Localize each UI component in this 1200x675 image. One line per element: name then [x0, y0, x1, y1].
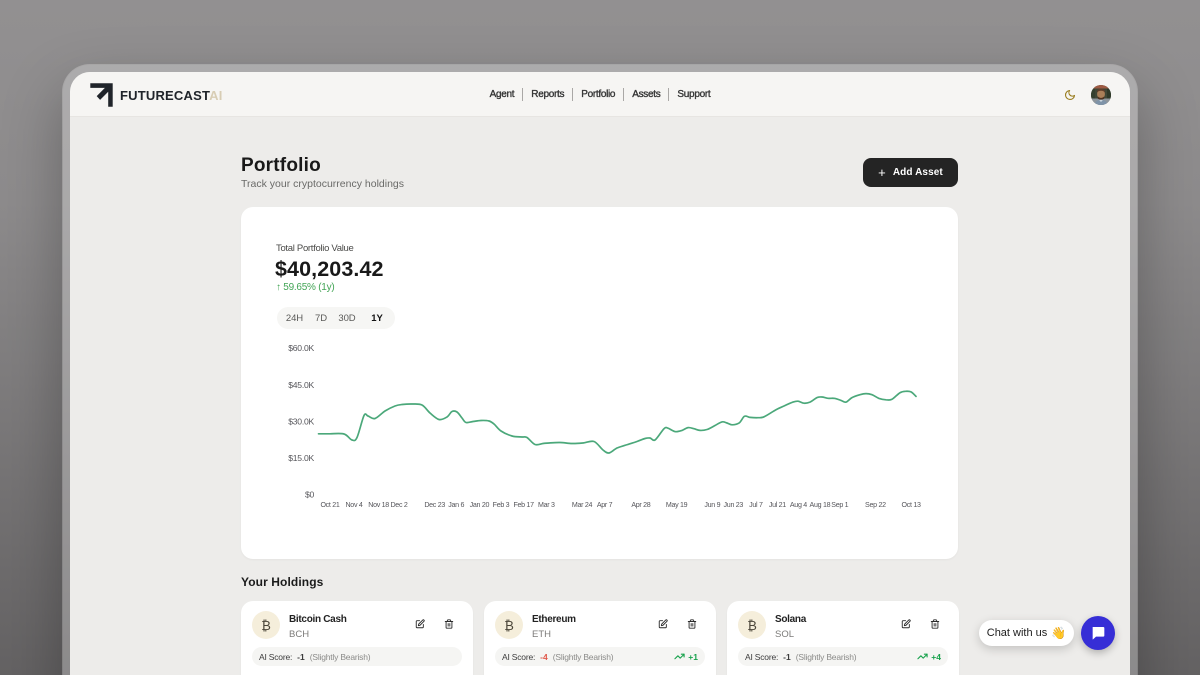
svg-text:Jul 21: Jul 21 — [769, 501, 786, 509]
svg-text:Mar 3: Mar 3 — [538, 501, 555, 509]
svg-text:Nov 18: Nov 18 — [368, 501, 389, 509]
svg-text:Jul 7: Jul 7 — [749, 501, 763, 509]
svg-text:Aug 4: Aug 4 — [790, 501, 807, 509]
svg-text:Apr 7: Apr 7 — [597, 501, 613, 509]
svg-text:Apr 28: Apr 28 — [631, 501, 650, 509]
svg-text:Oct 21: Oct 21 — [320, 501, 339, 509]
svg-text:Feb 17: Feb 17 — [513, 501, 534, 509]
svg-text:$60.0K: $60.0K — [288, 343, 314, 353]
svg-text:Sep 22: Sep 22 — [865, 501, 886, 509]
svg-text:Jan 20: Jan 20 — [470, 501, 490, 509]
svg-text:Nov 4: Nov 4 — [345, 501, 362, 509]
svg-text:Oct 13: Oct 13 — [902, 501, 921, 509]
svg-text:Feb 3: Feb 3 — [493, 501, 510, 509]
svg-text:Jun 9: Jun 9 — [704, 501, 720, 509]
svg-text:Jan 6: Jan 6 — [448, 501, 464, 509]
svg-text:May 19: May 19 — [666, 501, 688, 509]
svg-text:$0: $0 — [305, 490, 315, 500]
svg-text:Aug 18: Aug 18 — [810, 501, 831, 509]
svg-text:Jun 23: Jun 23 — [724, 501, 744, 509]
svg-text:Mar 24: Mar 24 — [572, 501, 593, 509]
svg-text:$30.0K: $30.0K — [288, 417, 314, 427]
svg-text:Dec 23: Dec 23 — [424, 501, 445, 509]
svg-text:$45.0K: $45.0K — [288, 380, 314, 390]
svg-text:$15.0K: $15.0K — [288, 453, 314, 463]
svg-text:Sep 1: Sep 1 — [831, 501, 848, 509]
svg-text:Dec 2: Dec 2 — [390, 501, 407, 509]
